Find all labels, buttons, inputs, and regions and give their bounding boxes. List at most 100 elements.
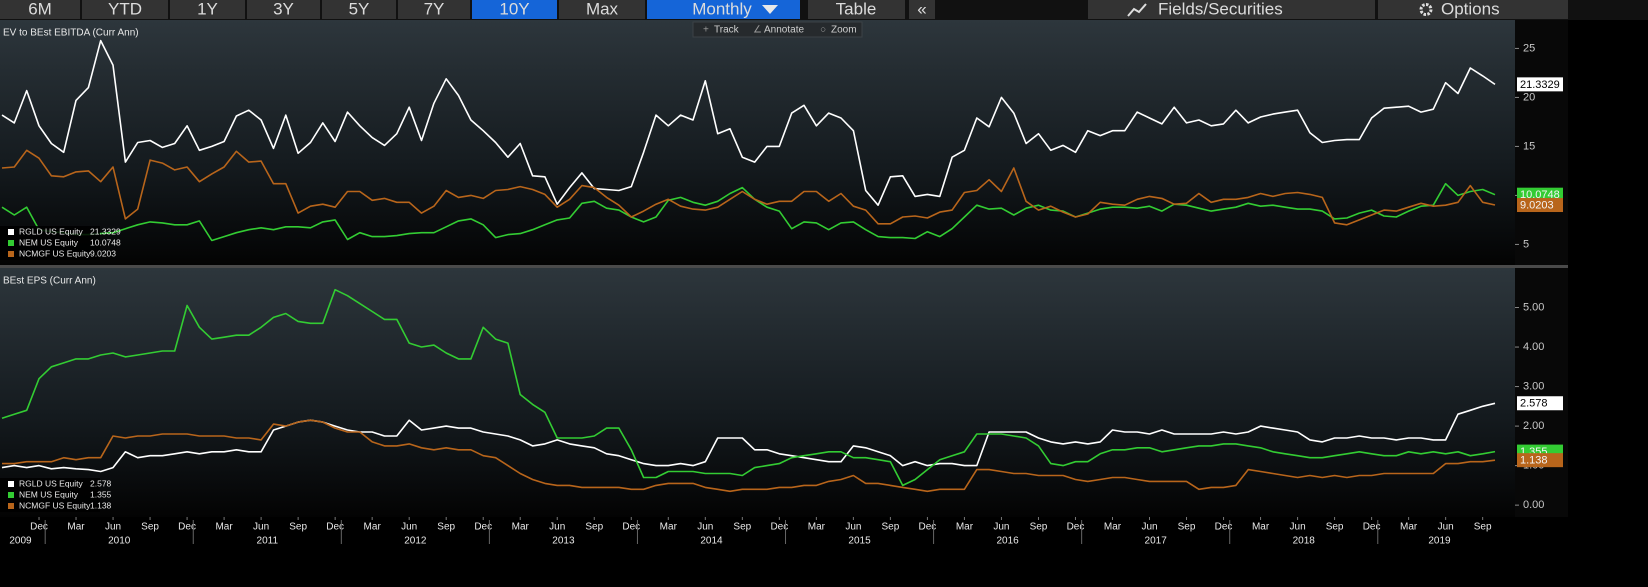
legend-swatch [8, 481, 14, 487]
fields-icon[interactable] [1127, 3, 1147, 17]
year-label: 2009 [9, 536, 32, 547]
value-tag-label: 2.578 [1520, 398, 1548, 410]
year-label: 2013 [552, 536, 575, 547]
x-tick-label: Mar [512, 522, 530, 533]
legend-value: 1.138 [90, 500, 112, 510]
legend-swatch [8, 503, 14, 509]
legend-name: NEM US Equity [19, 237, 79, 247]
x-tick-label: Jun [549, 522, 565, 533]
year-label: 2019 [1428, 536, 1451, 547]
range-button[interactable] [559, 0, 645, 19]
legend-value: 9.0203 [90, 248, 116, 258]
options-label[interactable]: Options [1441, 0, 1500, 18]
tool-label[interactable]: Track [714, 25, 740, 36]
x-tick-label: Sep [1326, 522, 1344, 533]
tool-icon: + [703, 25, 709, 36]
year-label: 2012 [404, 536, 427, 547]
collapse-button[interactable] [909, 0, 935, 19]
value-tag [1517, 396, 1563, 411]
x-tick-label: Mar [956, 522, 974, 533]
range-button[interactable] [0, 0, 80, 19]
fields-label[interactable]: Fields/Securities [1158, 0, 1283, 18]
x-tick-label: Jun [697, 522, 713, 533]
plot-area [0, 20, 1515, 265]
legend-name: NCMGF US Equity [19, 500, 91, 510]
x-tick-label: Sep [733, 522, 751, 533]
range-label[interactable]: YTD [108, 0, 142, 18]
frequency-button[interactable] [647, 0, 800, 19]
x-tick-label: Jun [1141, 522, 1157, 533]
legend-value: 1.355 [90, 489, 112, 499]
table-label[interactable]: Table [836, 0, 877, 18]
x-tick-label: Dec [919, 522, 937, 533]
fields-button[interactable] [1088, 0, 1375, 19]
range-label[interactable]: 5Y [349, 0, 370, 18]
x-tick-label: Mar [660, 522, 678, 533]
table-button[interactable] [808, 0, 905, 19]
y-tick-label: 5.00 [1523, 301, 1544, 313]
tool-icon: ∠ [753, 25, 762, 36]
dropdown-arrow[interactable] [762, 5, 778, 14]
axis-area [1515, 268, 1568, 517]
x-tick-label: Sep [1030, 522, 1048, 533]
x-tick-label: Dec [326, 522, 344, 533]
x-tick-label: Jun [993, 522, 1009, 533]
range-label[interactable]: 6M [28, 0, 52, 18]
x-tick-label: Sep [1474, 522, 1492, 533]
x-tick-label: Jun [401, 522, 417, 533]
value-tag [1517, 198, 1563, 213]
range-button[interactable] [82, 0, 168, 19]
toolbar-static: Monthly Table « Fields/Securities Option… [647, 0, 1568, 19]
value-tag-label: 1.138 [1520, 455, 1548, 467]
range-button[interactable] [472, 0, 557, 19]
legend-box [0, 478, 100, 512]
y-tick-label: 25 [1523, 42, 1535, 54]
y-tick-label: 2.00 [1523, 420, 1544, 432]
legend-swatch [8, 229, 14, 235]
series-line [1, 39, 1496, 206]
x-tick-label: Mar [1104, 522, 1122, 533]
x-tick-label: Mar [364, 522, 382, 533]
x-tick-label: Sep [141, 522, 159, 533]
year-label: 2018 [1293, 536, 1316, 547]
x-tick-label: Dec [178, 522, 196, 533]
legend-value: 2.578 [90, 478, 112, 488]
x-tick-label: Sep [289, 522, 307, 533]
legend-box [0, 226, 100, 260]
tool-label[interactable]: Zoom [831, 25, 857, 36]
range-button[interactable] [170, 0, 245, 19]
x-tick-label: Dec [770, 522, 788, 533]
range-button[interactable] [247, 0, 320, 19]
year-label: 2010 [108, 536, 131, 547]
range-label[interactable]: 10Y [499, 0, 529, 18]
y-tick-label: 5 [1523, 238, 1529, 250]
range-label[interactable]: Max [586, 0, 619, 18]
value-tag-label: 21.3329 [1520, 79, 1560, 91]
x-tick-label: Dec [1215, 522, 1233, 533]
range-label[interactable]: 7Y [424, 0, 445, 18]
y-tick-label: 15 [1523, 140, 1535, 152]
chart-tools: + Track ∠ Annotate ○ Zoom [692, 21, 863, 38]
value-tag-label: 9.0203 [1520, 199, 1554, 211]
chart-title: BEst EPS (Curr Ann) [3, 276, 96, 287]
options-icon[interactable] [1419, 3, 1433, 16]
value-tag [1517, 453, 1563, 468]
plot-area [0, 268, 1515, 517]
range-label[interactable]: 3Y [273, 0, 294, 18]
collapse-label[interactable]: « [917, 0, 926, 18]
tool-label[interactable]: Annotate [764, 25, 804, 36]
y-tick-label: 3.00 [1523, 380, 1544, 392]
frequency-label[interactable]: Monthly [692, 0, 752, 18]
series-line [1, 402, 1496, 473]
y-tick-label: 4.00 [1523, 341, 1544, 353]
range-button[interactable] [398, 0, 470, 19]
panel-divider [0, 265, 1568, 268]
x-tick-label: Mar [808, 522, 826, 533]
legend-value: 21.3329 [90, 226, 121, 236]
year-label: 2017 [1145, 536, 1168, 547]
legend-name: RGLD US Equity [19, 478, 84, 488]
range-button[interactable] [322, 0, 396, 19]
range-label[interactable]: 1Y [197, 0, 218, 18]
value-tag [1517, 77, 1563, 92]
